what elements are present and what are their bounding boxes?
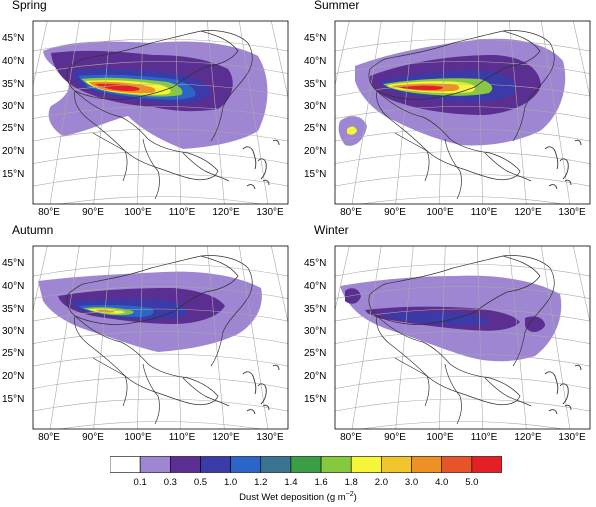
- lat-label: 30°N: [304, 326, 327, 337]
- colorbar-swatch: [411, 456, 442, 473]
- lon-label: 100°E: [426, 432, 454, 443]
- lon-label: 120°E: [514, 207, 542, 218]
- lat-label: 15°N: [304, 394, 327, 405]
- map-svg: [334, 20, 591, 205]
- colorbar-swatch: [260, 456, 292, 473]
- lon-label: 100°E: [124, 432, 152, 443]
- lat-label: 25°N: [304, 123, 327, 134]
- lat-label: 45°N: [2, 258, 25, 269]
- lat-label: 45°N: [304, 33, 327, 44]
- colorbar-swatch: [230, 456, 262, 473]
- lat-label: 40°N: [304, 281, 327, 292]
- lat-label: 15°N: [304, 169, 327, 180]
- colorbar-swatch: [200, 456, 231, 473]
- panel-title: Winter: [314, 223, 349, 237]
- lat-label: 30°N: [304, 101, 327, 112]
- lon-label: 130°E: [558, 207, 586, 218]
- lat-label: 35°N: [304, 304, 327, 315]
- lon-label: 100°E: [426, 207, 454, 218]
- colorbar-tick-label: 0.3: [163, 477, 177, 488]
- colorbar-tick-label: 4.0: [435, 477, 449, 488]
- lon-label: 80°E: [340, 432, 362, 443]
- colorbar-tick-label: 1.2: [254, 477, 268, 488]
- colorbar: [110, 456, 502, 473]
- deposition-contour: [345, 288, 361, 304]
- lat-label: 15°N: [2, 169, 25, 180]
- lon-label: 90°E: [384, 207, 406, 218]
- lat-label: 35°N: [2, 79, 25, 90]
- map-panel-spring: Spring 45°N 40°N 35°N 30°N 25°N 20°N 15°N 80°E 90…: [0, 0, 290, 226]
- lat-label: 40°N: [304, 56, 327, 67]
- map-svg: [32, 20, 289, 205]
- lat-label: 20°N: [304, 146, 327, 157]
- lat-label: 30°N: [2, 101, 25, 112]
- lat-label: 25°N: [2, 348, 25, 359]
- colorbar-swatch: [350, 456, 382, 473]
- lon-label: 80°E: [38, 432, 60, 443]
- panel-title: Autumn: [12, 223, 54, 237]
- lat-label: 20°N: [304, 371, 327, 382]
- colorbar-swatch: [290, 456, 322, 473]
- colorbar-swatch: [471, 456, 502, 473]
- lon-label: 110°E: [168, 207, 196, 218]
- lon-label: 130°E: [558, 432, 586, 443]
- map-panel-autumn: Autumn 45°N 40°N 35°N 30°N 25°N 20°N 15°N 80°E 90…: [0, 223, 290, 451]
- map-svg: [334, 245, 591, 430]
- colorbar-label: Dust Wet deposition (g m−2): [239, 491, 357, 504]
- colorbar-swatch: [170, 456, 201, 473]
- colorbar-tick-label: 5.0: [465, 477, 479, 488]
- lon-label: 130°E: [256, 207, 284, 218]
- colorbar-tick-label: 1.4: [284, 477, 298, 488]
- lat-label: 40°N: [2, 56, 25, 67]
- panel-title: Summer: [314, 0, 360, 12]
- colorbar-tick-label: 1.0: [224, 477, 238, 488]
- lat-label: 30°N: [2, 326, 25, 337]
- lon-label: 110°E: [470, 432, 498, 443]
- lon-label: 110°E: [470, 207, 498, 218]
- deposition-contour: [525, 316, 545, 332]
- lat-label: 45°N: [2, 33, 25, 44]
- lat-label: 45°N: [304, 258, 327, 269]
- lat-label: 40°N: [2, 281, 25, 292]
- colorbar-tick-label: 3.0: [404, 477, 419, 488]
- map-panel-summer: Summer 45°N 40°N 35°N 30°N 25°N 20°N 15°N 80°E 90…: [302, 0, 592, 226]
- deposition-contour: [397, 85, 443, 90]
- colorbar-label-text: Dust Wet deposition (g m: [239, 492, 346, 504]
- lon-label: 90°E: [82, 432, 104, 443]
- map-panel-winter: Winter 45°N 40°N 35°N 30°N 25°N 20°N 15°N 80°E 90…: [302, 223, 592, 451]
- lon-label: 80°E: [38, 207, 60, 218]
- lon-label: 110°E: [168, 432, 196, 443]
- lon-label: 100°E: [124, 207, 152, 218]
- lat-label: 20°N: [2, 371, 25, 382]
- colorbar-swatch: [441, 456, 473, 473]
- lat-label: 25°N: [304, 348, 327, 359]
- colorbar-tick-label: 0.5: [193, 477, 208, 488]
- lat-label: 35°N: [2, 304, 25, 315]
- lon-label: 120°E: [514, 432, 542, 443]
- map-svg: [32, 245, 289, 430]
- colorbar-tick-label: 0.1: [133, 477, 147, 488]
- colorbar-swatch: [139, 456, 171, 473]
- colorbar-tick-label: 1.8: [344, 477, 358, 488]
- lon-label: 90°E: [82, 207, 104, 218]
- lon-label: 120°E: [212, 432, 240, 443]
- lat-label: 20°N: [2, 146, 25, 157]
- colorbar-swatch: [110, 456, 141, 473]
- lat-label: 15°N: [2, 394, 25, 405]
- colorbar-swatch: [381, 456, 412, 473]
- lat-label: 25°N: [2, 123, 25, 134]
- lon-label: 130°E: [256, 432, 284, 443]
- panel-title: Spring: [12, 0, 47, 12]
- deposition-contour: [347, 126, 357, 135]
- lon-label: 120°E: [212, 207, 240, 218]
- deposition-contour: [95, 83, 140, 91]
- lon-label: 90°E: [384, 432, 406, 443]
- lon-label: 80°E: [340, 207, 362, 218]
- colorbar-tick-label: 1.6: [314, 477, 328, 488]
- colorbar-swatch: [320, 456, 352, 473]
- lat-label: 35°N: [304, 79, 327, 90]
- colorbar-tick-label: 2.0: [374, 477, 388, 488]
